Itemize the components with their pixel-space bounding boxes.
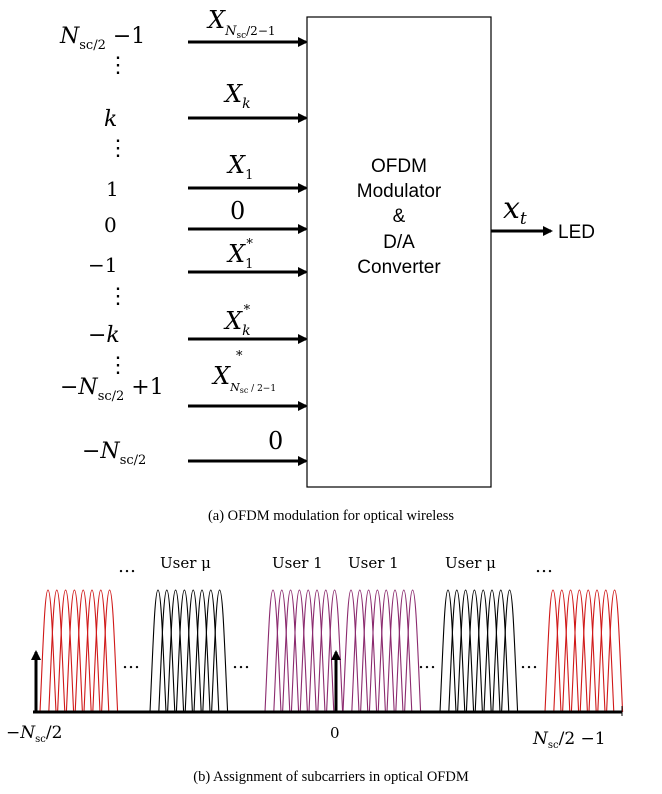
subcarrier-lobe [377,589,395,713]
group-label-user-mu: User μ [160,554,211,572]
ellipsis: … [232,652,250,673]
subcarrier-lobe [448,589,466,713]
subcarrier-lobe [492,589,510,713]
input-label-minus-1: −1 [88,253,117,277]
input-label-minus-nsc: −Nsc/2 [82,439,146,468]
symbol-zero: 0 [268,427,283,455]
axis-label-right: Nsc/2 −1 [532,729,606,751]
ellipsis: … [418,652,436,673]
caption-a: (a) OFDM modulation for optical wireless [208,508,454,524]
subcarrier-diagram: … User μ User 1 User 1 User μ … … … … … … [6,554,624,785]
subcarrier-spectrum [39,589,624,713]
symbol-x-k: Xk [223,80,251,112]
axis-label-left: −Nsc/2 [6,723,62,745]
block-line: & [393,206,406,227]
ellipsis: … [520,652,538,673]
subcarrier-lobe [588,589,606,713]
ellipsis: … [122,652,140,673]
subcarrier-lobe [299,589,317,713]
vertical-ellipsis: ⋮ [107,136,129,161]
subcarrier-lobe [193,589,211,713]
subcarrier-lobe [264,589,282,713]
modulation-diagram: Nsc/2 −1 ⋮ k ⋮ 1 0 −1 ⋮ −k ⋮ −Nsc/2 +1 −… [59,6,595,524]
subcarrier-lobe [553,589,571,713]
subcarrier-lobe [579,589,597,713]
subcarrier-lobe [457,589,475,713]
subcarrier-lobe [562,589,580,713]
subcarrier-lobe [501,589,519,713]
block-line: OFDM [371,156,427,177]
symbol-x-nsc-minus-1-conj: XNsc / 2−1 [211,362,276,395]
subcarrier-lobe [386,589,404,713]
subcarrier-lobe [149,589,167,713]
subcarrier-lobe [544,589,562,713]
subcarrier-lobe [83,589,101,713]
vertical-ellipsis: ⋮ [107,284,129,309]
symbol-x-nsc-conj-star: * [236,349,243,364]
ellipsis-top-left: … [118,556,136,577]
subcarrier-lobe [167,589,185,713]
symbol-zero: 0 [230,197,245,225]
group-label-user-1: User 1 [272,554,323,572]
input-arrows [188,37,308,466]
arrow-symbols: XNsc/2−1 Xk X1 0 X1* Xk* XNsc / 2−1 * 0 [206,6,283,455]
symbol-x-1-conj: X1* [226,237,253,272]
modulator-block-text: OFDM Modulator & D/A Converter [357,156,442,278]
subcarrier-lobe [439,589,457,713]
subcarrier-lobe [368,589,386,713]
modulator-block [306,16,492,488]
input-label-minus-k: −k [88,323,120,348]
subcarrier-lobe [273,589,291,713]
subcarrier-lobe [92,589,110,713]
block-line: Converter [357,257,441,278]
subcarrier-lobe [101,589,119,713]
subcarrier-lobe [282,589,300,713]
block-line: Modulator [357,181,442,202]
axis-label-mid: 0 [330,724,340,742]
ellipsis-top-right: … [535,556,553,577]
input-label-k: k [104,107,117,132]
block-line: D/A [383,232,415,253]
input-label-nsc-minus-1: Nsc/2 −1 [59,24,145,53]
group-label-user-1: User 1 [348,554,399,572]
subcarrier-lobe [308,589,326,713]
subcarrier-lobe [351,589,369,713]
subcarrier-lobe [597,589,615,713]
subcarrier-lobe [211,589,229,713]
subcarrier-lobe [465,589,483,713]
symbol-x-k-conj: Xk* [223,303,251,339]
subcarrier-lobe [175,589,193,713]
vertical-ellipsis: ⋮ [107,353,129,378]
input-label-minus-nsc-plus-1: −Nsc/2 +1 [60,375,164,404]
subcarrier-lobe [65,589,83,713]
subcarrier-lobe [483,589,501,713]
subcarrier-lobe [342,589,360,713]
symbol-x-1: X1 [226,151,253,183]
subcarrier-lobe [570,589,588,713]
symbol-x-nsc-minus-1: XNsc/2−1 [206,6,276,41]
subcarrier-lobe [606,589,624,713]
subcarrier-lobe [474,589,492,713]
subcarrier-lobe [360,589,378,713]
subcarrier-lobe [39,589,57,713]
input-label-1: 1 [106,177,119,201]
subcarrier-lobe [290,589,308,713]
input-index-labels: Nsc/2 −1 ⋮ k ⋮ 1 0 −1 ⋮ −k ⋮ −Nsc/2 +1 −… [59,24,164,468]
subcarrier-lobe [395,589,413,713]
led-label: LED [558,222,595,243]
subcarrier-lobe [202,589,220,713]
vertical-ellipsis: ⋮ [107,53,129,78]
subcarrier-lobe [184,589,202,713]
subcarrier-lobe [404,589,422,713]
input-label-0: 0 [104,213,117,237]
subcarrier-lobe [74,589,92,713]
subcarrier-lobe [158,589,176,713]
subcarrier-lobe [57,589,75,713]
subcarrier-lobe [48,589,66,713]
caption-b: (b) Assignment of subcarriers in optical… [193,769,469,785]
group-label-user-mu: User μ [445,554,496,572]
output-symbol: xt [503,191,527,229]
